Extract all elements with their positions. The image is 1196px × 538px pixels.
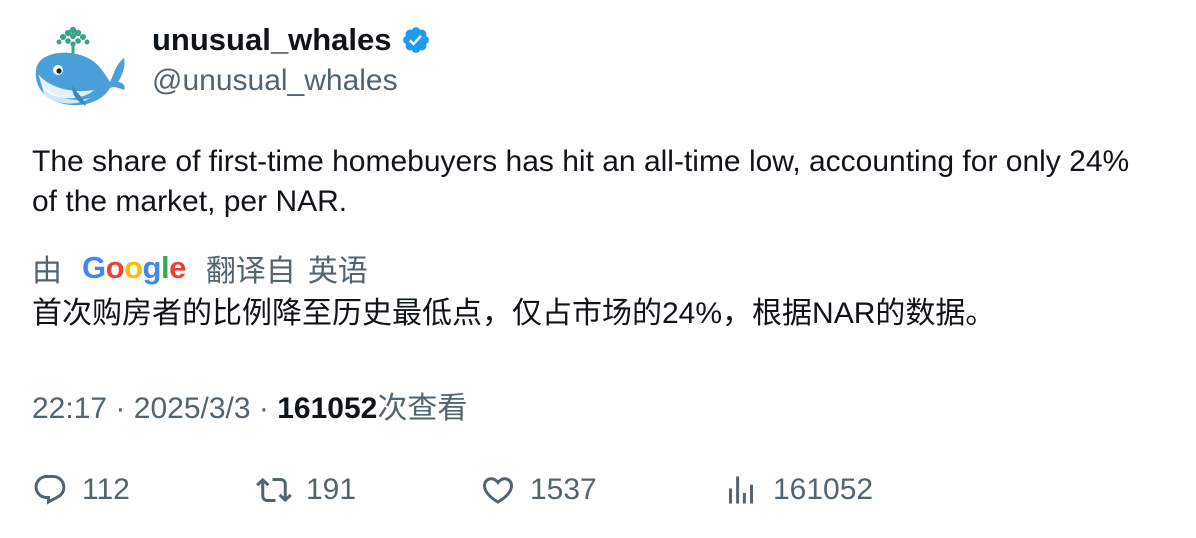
translated-text: 首次购房者的比例降至历史最低点，仅占市场的24%，根据NAR的数据。 (32, 297, 996, 330)
tweet-meta: 22:17 · 2025/3/3 · 161052次查看 (32, 383, 467, 427)
retweet-icon (256, 477, 292, 503)
tweet-text: The share of first-time homebuyers has h… (32, 145, 1130, 218)
reply-icon (34, 475, 66, 505)
views-count: 161052 (277, 392, 378, 425)
author-display-name[interactable]: unusual_whales (152, 22, 431, 58)
reply-button[interactable]: 112 (32, 472, 130, 508)
like-button[interactable]: 1537 (480, 472, 597, 508)
verified-badge-icon[interactable] (401, 25, 431, 55)
translation-attribution: 由 Google 翻译自 英语 (32, 246, 368, 290)
google-letter: e (169, 250, 186, 285)
views-label: 次查看 (377, 392, 468, 425)
heart-icon (482, 477, 514, 504)
google-logo: Google (82, 250, 186, 286)
google-letter: G (82, 250, 106, 285)
translation-prefix: 由 (32, 255, 62, 288)
translation-label: 翻译自 (205, 255, 296, 288)
retweet-count: 191 (306, 473, 357, 506)
display-name-text[interactable]: unusual_whales (152, 22, 392, 57)
tweet-date[interactable]: 2025/3/3 (133, 392, 251, 425)
retweet-button[interactable]: 191 (256, 472, 356, 508)
google-letter: l (160, 250, 170, 285)
meta-separator: · (258, 392, 269, 425)
whale-avatar-icon[interactable] (28, 24, 128, 116)
author-handle[interactable]: @unusual_whales (152, 64, 398, 97)
google-letter: o (124, 250, 143, 285)
meta-separator: · (115, 392, 126, 425)
bar-chart-icon (729, 476, 753, 504)
google-letter: g (142, 250, 162, 285)
tweet-time[interactable]: 22:17 (32, 392, 108, 425)
google-letter: o (105, 250, 125, 285)
views-total: 161052 (773, 473, 874, 506)
reply-count: 112 (82, 473, 130, 506)
like-count: 1537 (530, 473, 597, 506)
source-language[interactable]: 英语 (307, 255, 368, 288)
views-button[interactable]: 161052 (723, 472, 873, 508)
